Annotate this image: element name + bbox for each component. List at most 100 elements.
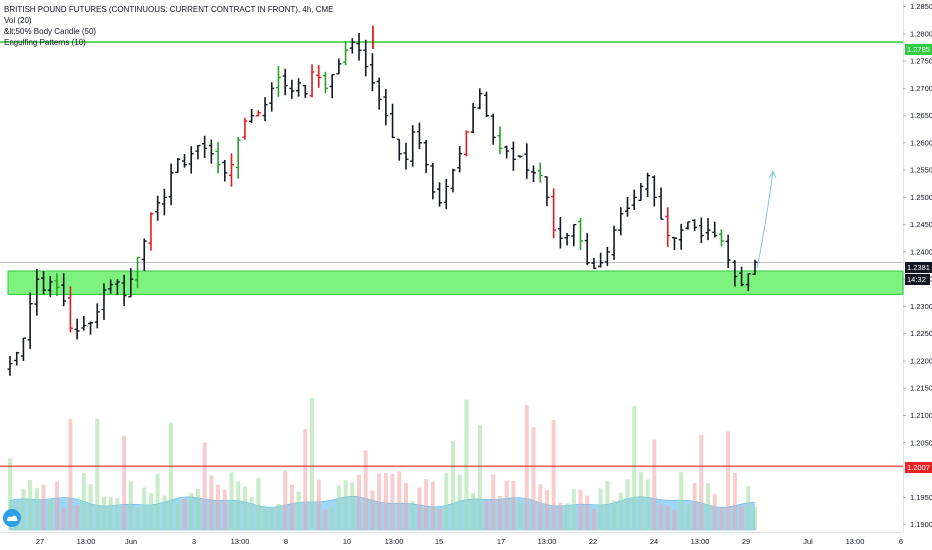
time-tick-label: 17 — [497, 537, 505, 546]
volume-bar — [209, 475, 214, 530]
volume-bar — [189, 493, 194, 530]
volume-bar — [531, 427, 536, 530]
price-bar — [752, 259, 758, 275]
price-bar — [732, 260, 738, 287]
volume-bar — [739, 505, 744, 530]
price-bar — [416, 122, 422, 150]
price-bar — [410, 125, 416, 167]
volume-bar — [68, 418, 73, 530]
price-bar — [161, 188, 167, 216]
price-tick-label: 1.2700 — [910, 84, 932, 93]
price-bar — [114, 279, 120, 295]
volume-bar — [571, 489, 576, 530]
price-bar — [34, 268, 40, 316]
volume-bar — [672, 509, 677, 530]
volume-bar — [155, 473, 160, 530]
volume-bar — [692, 483, 697, 530]
volume-bar — [350, 482, 355, 530]
price-bar — [67, 286, 73, 333]
price-bar — [651, 175, 657, 207]
price-tick-label: 1.2450 — [910, 220, 932, 229]
volume-bar — [578, 489, 583, 530]
legend-body-candle: &lt;50% Body Candle (50) — [4, 27, 97, 36]
volume-bar — [410, 501, 415, 530]
price-bar — [349, 38, 355, 54]
price-bar — [497, 126, 503, 155]
price-bar — [148, 212, 154, 251]
price-bar — [235, 136, 241, 179]
volume-bar — [236, 481, 241, 530]
price-bar — [41, 271, 47, 295]
price-tick-label: 1.1950 — [910, 493, 932, 502]
volume-bar — [444, 473, 449, 530]
volume-bar — [497, 495, 502, 530]
legend-title: BRITISH POUND FUTURES (CONTINUOUS: CURRE… — [4, 5, 334, 14]
price-bar — [551, 188, 557, 239]
volume-bar — [518, 502, 523, 530]
price-bar — [329, 74, 335, 99]
price-bar — [685, 221, 691, 230]
price-bar — [510, 141, 516, 171]
volume-bar — [638, 471, 643, 530]
volume-bar — [296, 491, 301, 530]
price-bar — [356, 33, 362, 61]
price-bar — [390, 103, 396, 139]
price-bar — [108, 279, 114, 294]
volume-bar — [135, 507, 140, 530]
price-tick-label: 1.2500 — [910, 193, 932, 202]
price-bar — [343, 41, 349, 66]
volume-bar — [216, 484, 221, 530]
price-bar — [27, 292, 33, 350]
volume-bar — [276, 503, 281, 530]
price-bar — [604, 246, 610, 266]
last-price-label: 1.2381 — [905, 262, 932, 273]
price-tick-label: 1.2650 — [910, 111, 932, 120]
price-bar — [403, 142, 409, 170]
volume-bar — [524, 405, 529, 530]
volume-bar — [719, 507, 724, 530]
volume-bar — [330, 506, 335, 530]
price-bar — [443, 178, 449, 210]
volume-bar — [202, 442, 207, 530]
volume-bar — [652, 439, 657, 530]
price-bar — [369, 53, 375, 92]
volume-bar — [310, 398, 315, 530]
volume-bar — [437, 508, 442, 530]
volume-bar — [229, 472, 234, 530]
price-bar — [718, 229, 724, 247]
price-bar — [584, 233, 590, 266]
price-bar — [141, 238, 147, 271]
price-bars — [7, 33, 758, 376]
time-tick-label: 3 — [192, 537, 196, 546]
price-bar — [531, 165, 537, 183]
price-bar — [396, 138, 402, 161]
volume-bar — [128, 480, 133, 530]
price-bar — [228, 153, 234, 187]
price-bar — [262, 97, 268, 122]
price-tick-label: 1.2550 — [910, 166, 932, 175]
price-bar — [423, 139, 429, 174]
price-bar — [54, 273, 60, 297]
volume-bar — [504, 480, 509, 530]
price-bar — [705, 218, 711, 241]
price-bar — [14, 351, 20, 366]
price-bar — [517, 155, 523, 158]
price-bar — [61, 273, 67, 307]
volume-bar — [323, 509, 328, 530]
price-tick-label: 1.1900 — [910, 520, 932, 529]
volume-bar — [397, 471, 402, 530]
volume-bar — [699, 434, 704, 530]
volume-bar — [585, 495, 590, 530]
volume-bar — [417, 487, 422, 530]
price-bar — [618, 207, 624, 236]
price-bar — [598, 252, 604, 268]
price-bar — [504, 145, 510, 159]
volume-bar — [81, 473, 86, 530]
price-bar — [188, 146, 194, 174]
price-bar — [725, 234, 731, 269]
volume-bar — [249, 496, 254, 530]
price-bar — [121, 274, 127, 307]
price-bar — [195, 144, 201, 160]
time-tick-label: 10 — [343, 537, 351, 546]
